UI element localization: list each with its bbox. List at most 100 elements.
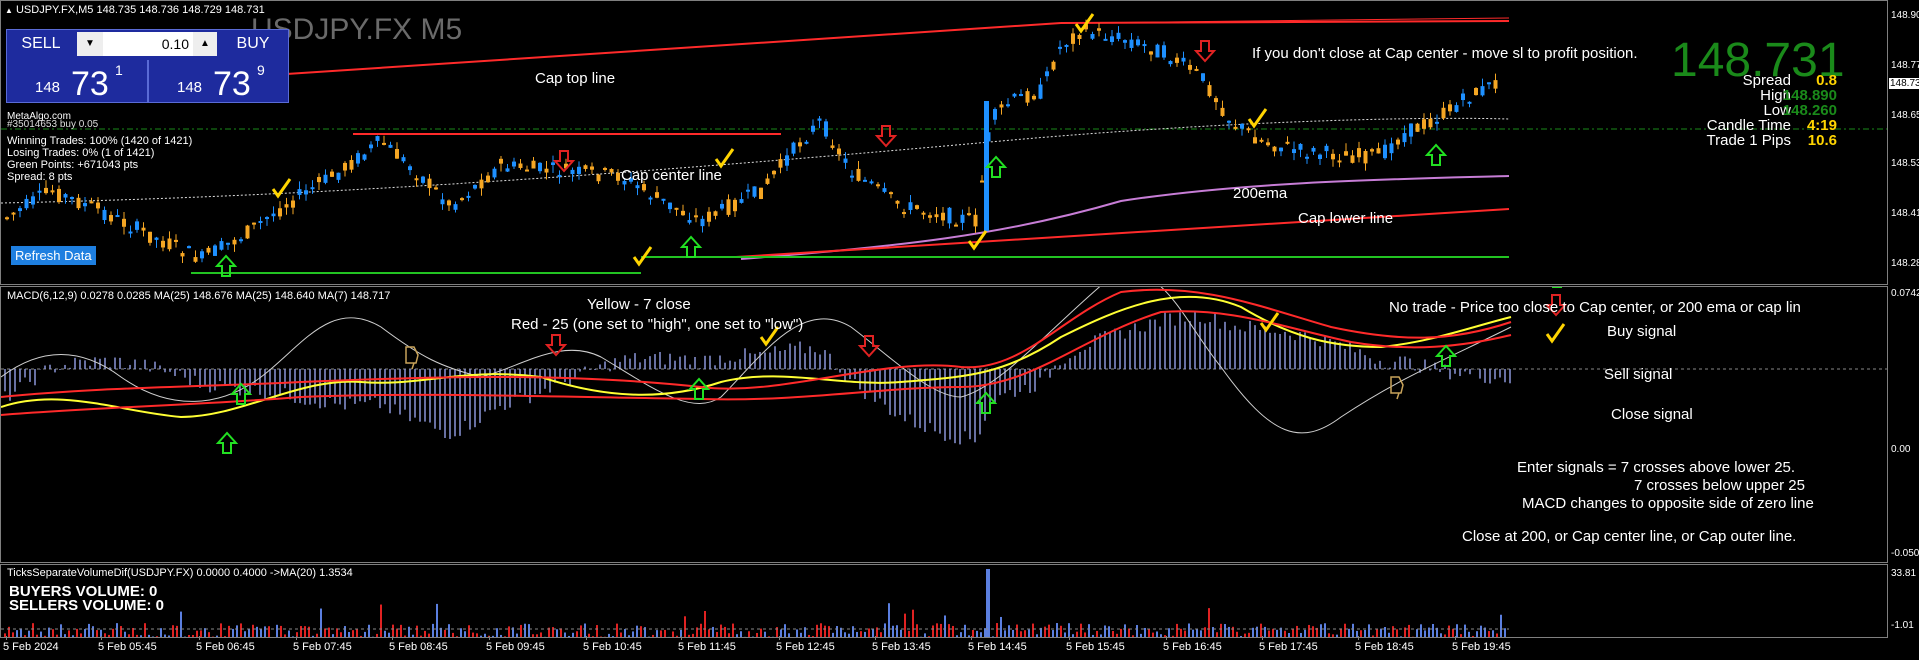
candle-body [1298, 143, 1303, 150]
time-axis-tick [586, 636, 587, 640]
candle-body [869, 181, 874, 184]
candle-body [1129, 39, 1134, 48]
candle-body [1201, 73, 1205, 81]
candle-body [544, 168, 549, 173]
candle-body [1051, 61, 1056, 70]
candle-body [1272, 146, 1277, 152]
time-axis-tick [971, 636, 972, 640]
no-trade-icon [1390, 376, 1404, 400]
close-check-icon [1259, 312, 1280, 333]
candle-body [1344, 151, 1348, 156]
candle-body [518, 163, 523, 168]
cap-lower-label: Cap lower line [1298, 210, 1394, 227]
sell-arrow-icon [552, 150, 576, 173]
candle-body [700, 218, 705, 227]
price-tick: 148.655 [1891, 110, 1919, 121]
macd-scale: 0.0742 0.00 -0.0504 [1888, 286, 1919, 564]
candle-time-label: Candle Time [1706, 117, 1791, 134]
advice-note: If you don't close at Cap center - move … [1252, 45, 1638, 62]
candle-body [1318, 154, 1322, 159]
lot-size-input[interactable]: 0.10 [103, 32, 193, 56]
legend-red: Red - 25 (one set to "high", one set to … [511, 316, 804, 333]
candle-body [180, 253, 185, 257]
price-tick: 148.530 [1891, 158, 1919, 169]
refresh-data-button[interactable]: Refresh Data [11, 246, 96, 265]
lot-dropdown-icon[interactable]: ▼ [77, 32, 103, 56]
candle-body [1461, 93, 1465, 101]
candle-body [200, 251, 204, 259]
candle-body [1246, 128, 1251, 131]
candle-body [1454, 105, 1459, 112]
candle-body [76, 197, 81, 209]
candle-body [1175, 57, 1179, 63]
candle-body [70, 197, 74, 200]
candle-body [1240, 123, 1244, 129]
candle-body [707, 211, 711, 222]
candle-body [245, 225, 250, 239]
time-axis-label: 5 Feb 05:45 [98, 641, 157, 653]
candle-body [843, 158, 848, 163]
candle-body [388, 144, 393, 148]
sell-price-button[interactable]: 148 73 1 [7, 60, 147, 103]
macd-header: MACD(6,12,9) 0.0278 0.0285 MA(25) 148.67… [7, 290, 391, 302]
sell-button[interactable]: SELL [21, 35, 61, 52]
candle-body [726, 199, 731, 215]
time-axis-tick [1166, 636, 1167, 640]
candle-body [635, 185, 640, 189]
candle-body [681, 210, 685, 216]
candle-body [798, 142, 802, 147]
candle-body [1110, 36, 1114, 42]
candle-body [538, 162, 542, 172]
time-axis-tick [681, 636, 682, 640]
macd-indicator-pane[interactable]: MACD(6,12,9) 0.0278 0.0285 MA(25) 148.67… [0, 286, 1888, 563]
candle-body [375, 136, 380, 141]
candle-body [1038, 84, 1043, 99]
trade-pips-value: 10.6 [1807, 132, 1837, 149]
collapse-triangle-icon[interactable]: ▲ [5, 6, 13, 15]
volume-header: TicksSeparateVolumeDif(USDJPY.FX) 0.0000… [7, 567, 353, 579]
candle-body [1207, 85, 1212, 97]
candle-body [622, 180, 627, 185]
price-tick: 148.900 [1891, 10, 1919, 21]
buy-button[interactable]: BUY [236, 35, 270, 52]
candle-body [336, 172, 341, 180]
candle-body [219, 241, 224, 250]
candle-body [954, 224, 958, 227]
candle-body [460, 198, 464, 201]
time-axis-label: 5 Feb 2024 [3, 641, 59, 653]
candle-body [531, 160, 536, 169]
price-chart-canvas [1, 13, 1887, 277]
candle-body [1220, 107, 1225, 116]
candle-body [1077, 34, 1082, 39]
candle-body [427, 178, 432, 189]
lot-increase-icon[interactable]: ▲ [193, 32, 217, 56]
price-scale[interactable]: 148.900 148.775 148.731 148.655 148.530 … [1888, 0, 1919, 286]
candle-body [1396, 139, 1400, 145]
cap-lower-line [735, 208, 1510, 258]
macd-tick: 0.00 [1891, 444, 1911, 455]
buy-arrow-icon [1424, 143, 1448, 166]
ema200-line [740, 175, 1510, 260]
close-check-icon [632, 246, 653, 267]
time-axis-tick [296, 636, 297, 640]
candle-body [902, 212, 906, 215]
close-check-icon [1074, 13, 1095, 34]
candle-body [401, 157, 406, 162]
candle-body [395, 149, 399, 159]
candle-body [1253, 137, 1257, 144]
candle-body [1064, 44, 1069, 47]
candle-body [1331, 153, 1335, 160]
stats-block: Winning Trades: 100% (1420 of 1421) Losi… [7, 135, 192, 183]
candle-body [447, 200, 451, 206]
buy-arrow-icon [679, 235, 703, 258]
candle-body [115, 215, 120, 218]
cap-top-label: Cap top line [535, 70, 616, 87]
candle-body [785, 155, 789, 166]
buy-price-button[interactable]: 148 73 9 [149, 60, 289, 103]
spread-label: Spread [1742, 72, 1791, 89]
volume-indicator-pane[interactable]: TicksSeparateVolumeDif(USDJPY.FX) 0.0000… [0, 564, 1888, 638]
time-axis-tick [489, 636, 490, 640]
candle-body [24, 198, 29, 209]
candle-body [122, 218, 126, 227]
price-chart-pane[interactable]: ▲ USDJPY.FX,M5 148.735 148.736 148.729 1… [0, 0, 1888, 285]
